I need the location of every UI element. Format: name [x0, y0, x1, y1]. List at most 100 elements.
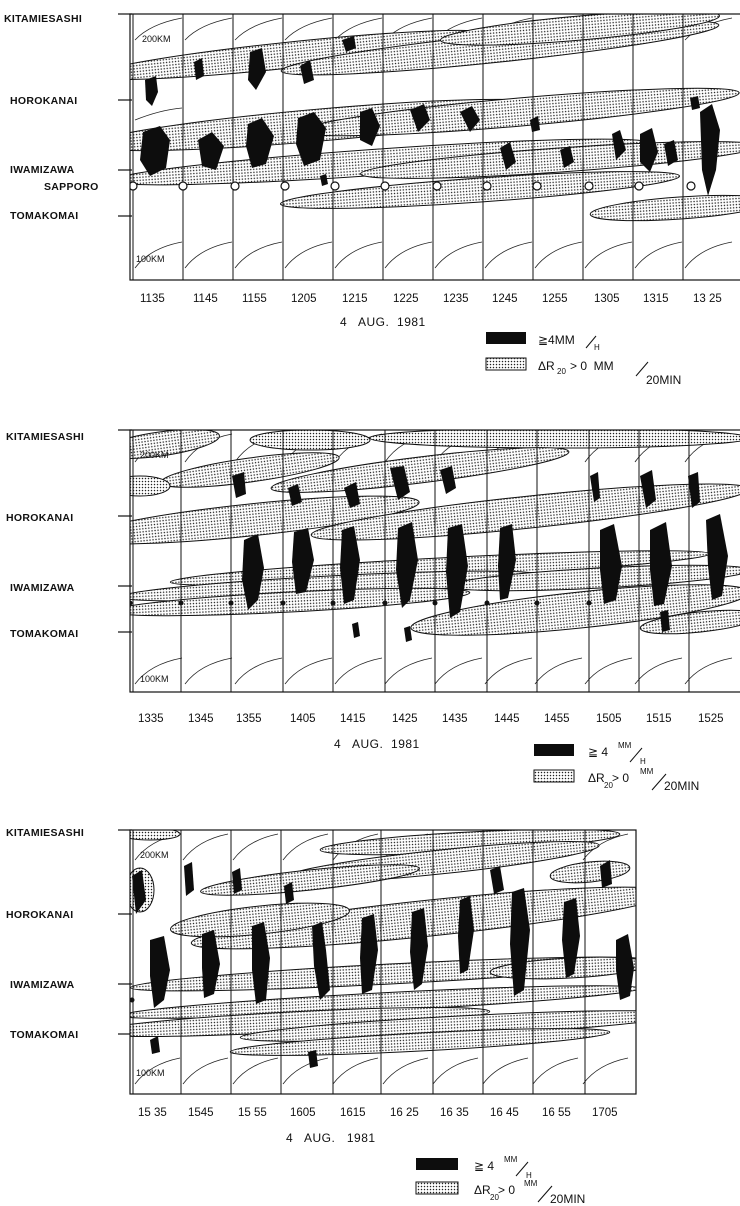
radar-frames: [130, 830, 636, 1094]
time-label: 1515: [646, 713, 672, 725]
radar-frames: [130, 430, 740, 692]
range-label-200km: 200KM: [142, 34, 171, 44]
legend-swatch-heavy: [486, 332, 526, 344]
time-label: 1405: [290, 713, 316, 725]
legend-unit-delta-top: MM: [524, 1179, 538, 1188]
time-label: 1525: [698, 713, 724, 725]
time-label: 1705: [592, 1107, 618, 1119]
legend-swatch-delta: [485, 357, 527, 371]
station-label-tomakomai: TOMAKOMAI: [10, 1029, 78, 1041]
heavy-rain-echoes: [132, 860, 634, 1068]
time-label: 1205: [291, 293, 317, 305]
time-label: 16 55: [542, 1107, 571, 1119]
legend-swatch-heavy: [416, 1158, 458, 1170]
heavy-rain-echoes: [232, 466, 728, 642]
date-label: 4 AUG. 1981: [334, 737, 420, 751]
time-label: 1455: [544, 713, 570, 725]
sapporo-markers: [130, 997, 135, 1003]
sapporo-markers: [130, 181, 696, 191]
time-label: 1145: [193, 293, 218, 305]
time-label: 16 45: [490, 1107, 519, 1119]
time-label: 1615: [340, 1107, 366, 1119]
legend-unit-delta-top: MM: [640, 767, 654, 776]
time-label: 1155: [242, 293, 267, 305]
time-label: 13 25: [693, 293, 722, 305]
time-label: 1605: [290, 1107, 316, 1119]
legend-swatch-delta: [533, 769, 575, 783]
legend-label-delta: ΔR: [474, 1183, 491, 1197]
date-label: 4 AUG. 1981: [340, 315, 426, 329]
station-label-kitamiesashi: KITAMIESASHI: [6, 827, 84, 839]
legend-label-delta: ΔR: [538, 359, 555, 373]
time-label: 1225: [393, 293, 419, 305]
legend-delta-threshold: > 0 MM: [570, 359, 614, 373]
time-label: 1415: [340, 713, 366, 725]
time-label: 1345: [188, 713, 214, 725]
panel-2: KITAMIESASHI HOROKANAI IWAMIZAWA TOMAKOM…: [6, 429, 740, 793]
time-label: 16 25: [390, 1107, 419, 1119]
station-label-tomakomai: TOMAKOMAI: [10, 628, 78, 640]
legend: ≧4MM H ΔR 20 > 0 MM 20MIN: [485, 332, 681, 387]
time-label: 1435: [442, 713, 468, 725]
legend-unit-delta: 20MIN: [664, 779, 699, 793]
legend: ≧ 4 MM H ΔR 20 > 0 MM 20MIN: [533, 741, 699, 793]
legend-delta-subscript: 20: [604, 781, 613, 790]
station-label-iwamizawa: IWAMIZAWA: [10, 164, 75, 176]
time-frame-dividers: [132, 830, 586, 1094]
legend: ≧ 4 MM H ΔR 20 > 0 MM 20MIN: [415, 1155, 585, 1206]
legend-label-delta: ΔR: [588, 771, 605, 785]
legend-unit-delta: 20MIN: [550, 1192, 585, 1206]
legend-unit-heavy: H: [526, 1171, 532, 1180]
time-label: 1255: [542, 293, 568, 305]
legend-unit-heavy-top: MM: [618, 741, 632, 750]
time-label: 1315: [643, 293, 669, 305]
station-label-iwamizawa: IWAMIZAWA: [10, 979, 75, 991]
time-labels: 1335 1345 1355 1405 1415 1425 1435 1445 …: [138, 713, 724, 725]
legend-delta-subscript: 20: [557, 367, 566, 376]
time-labels: 15 35 1545 15 55 1605 1615 16 25 16 35 1…: [138, 1107, 618, 1119]
time-label: 15 55: [238, 1107, 267, 1119]
station-label-kitamiesashi: KITAMIESASHI: [6, 431, 84, 443]
time-label: 1245: [492, 293, 518, 305]
time-label: 15 35: [138, 1107, 167, 1119]
legend-label-heavy: ≧4MM: [538, 333, 575, 347]
station-label-horokanai: HOROKANAI: [6, 512, 73, 524]
time-label: 1445: [494, 713, 520, 725]
time-label: 1305: [594, 293, 620, 305]
time-frame-dividers: [132, 430, 690, 692]
range-label-100km: 100KM: [136, 1068, 165, 1078]
legend-delta-subscript: 20: [490, 1193, 499, 1202]
time-label: 1355: [236, 713, 262, 725]
legend-unit-heavy: H: [594, 343, 600, 352]
station-label-iwamizawa: IWAMIZAWA: [10, 582, 75, 594]
heavy-rain-echoes: [140, 36, 720, 196]
range-label-100km: 100KM: [136, 254, 165, 264]
time-labels: 1135 1145 1155 1205 1215 1225 1235 1245 …: [140, 293, 722, 305]
time-frame-dividers: [132, 14, 684, 280]
legend-unit-heavy: H: [640, 757, 646, 766]
legend-delta-threshold: > 0: [498, 1183, 515, 1197]
date-label: 4 AUG. 1981: [286, 1131, 376, 1145]
station-label-kitamiesashi: KITAMIESASHI: [4, 13, 82, 25]
range-label-100km: 100KM: [140, 674, 169, 684]
station-label-horokanai: HOROKANAI: [10, 95, 77, 107]
legend-swatch-heavy: [534, 744, 574, 756]
legend-unit-delta: 20MIN: [646, 373, 681, 387]
time-label: 16 35: [440, 1107, 469, 1119]
panel-3: KITAMIESASHI HOROKANAI IWAMIZAWA TOMAKOM…: [6, 827, 637, 1206]
time-label: 1335: [138, 713, 164, 725]
station-label-sapporo: SAPPORO: [44, 181, 99, 193]
radar-frames: [130, 14, 740, 280]
time-label: 1235: [443, 293, 469, 305]
range-label-200km: 200KM: [140, 450, 169, 460]
legend-label-heavy: ≧ 4: [474, 1159, 494, 1173]
time-label: 1215: [342, 293, 368, 305]
sapporo-markers: [130, 600, 592, 606]
range-label-200km: 200KM: [140, 850, 169, 860]
delta-r-bands: [130, 830, 636, 1056]
station-label-horokanai: HOROKANAI: [6, 909, 73, 921]
time-label: 1505: [596, 713, 622, 725]
time-label: 1135: [140, 293, 165, 305]
legend-delta-threshold: > 0: [612, 771, 629, 785]
